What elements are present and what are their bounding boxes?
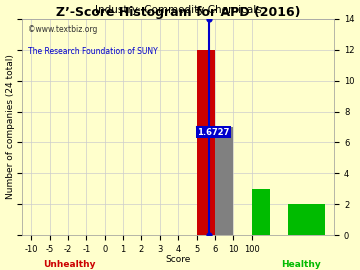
X-axis label: Score: Score [166,255,191,264]
Text: The Research Foundation of SUNY: The Research Foundation of SUNY [28,47,158,56]
Bar [197,50,215,235]
Text: ©www.textbiz.org: ©www.textbiz.org [28,25,98,34]
Bar [215,127,233,235]
Text: Industry: Commodity Chemicals: Industry: Commodity Chemicals [95,5,262,15]
Y-axis label: Number of companies (24 total): Number of companies (24 total) [5,55,14,200]
Title: Z’-Score Histogram for APD (2016): Z’-Score Histogram for APD (2016) [56,6,301,19]
Text: Unhealthy: Unhealthy [43,260,96,269]
Bar [288,204,325,235]
Text: 1.6727: 1.6727 [198,128,230,137]
Text: Healthy: Healthy [281,260,320,269]
Bar [252,189,270,235]
